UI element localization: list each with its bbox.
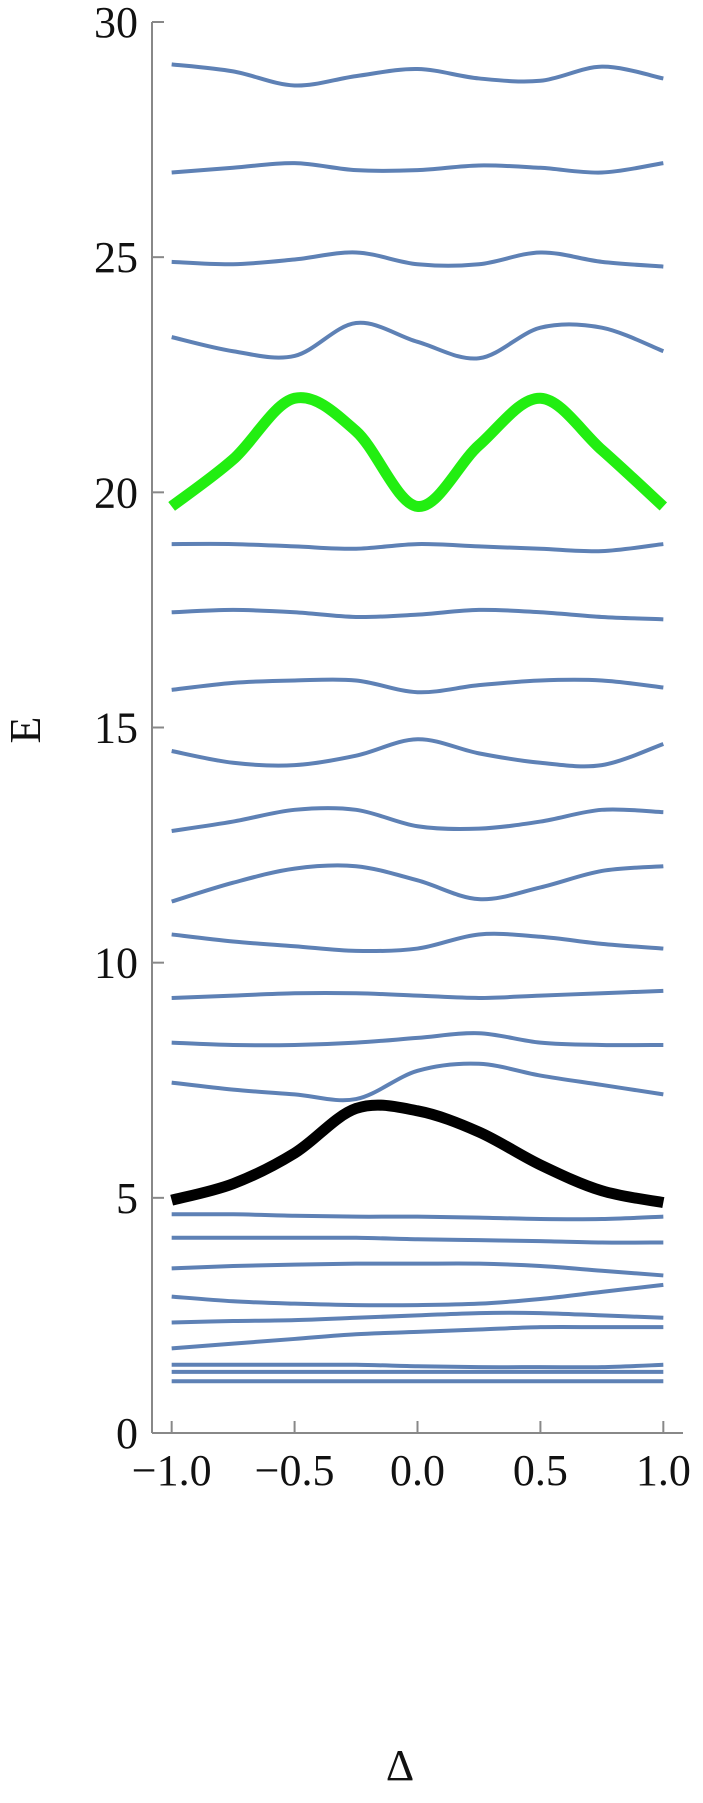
level-line [171, 161, 664, 175]
level-line [171, 1061, 664, 1103]
x-tick-label: −0.5 [255, 1446, 335, 1495]
level-line [171, 1261, 664, 1278]
level-line [171, 931, 664, 954]
level-line [171, 1325, 664, 1351]
level-line [171, 737, 665, 769]
level-line [171, 1212, 664, 1222]
x-tick-label: 0.5 [513, 1446, 568, 1495]
level-line [171, 1310, 664, 1325]
y-axis-label: E [1, 717, 50, 744]
y-tick-label: 5 [116, 1174, 138, 1223]
level-line [171, 1362, 664, 1370]
x-tick-label: 1.0 [636, 1446, 691, 1495]
level-line [171, 62, 664, 88]
level-line [171, 541, 664, 554]
level-line [171, 320, 665, 361]
y-tick-label: 20 [94, 468, 138, 517]
x-axis-label: Δ [386, 1741, 414, 1790]
y-tick-label: 15 [94, 704, 138, 753]
level-line [171, 1282, 664, 1308]
y-tick-label: 10 [94, 939, 138, 988]
x-tick-label: 0.0 [390, 1446, 445, 1495]
level-line [171, 607, 664, 622]
y-tick-label: 30 [94, 0, 138, 47]
level-line [171, 806, 664, 833]
level-line [171, 677, 664, 695]
level-line [171, 1031, 664, 1048]
level-line [170, 1099, 665, 1208]
x-tick-label: −1.0 [132, 1446, 212, 1495]
level-line [171, 863, 664, 904]
level-line [171, 1235, 664, 1245]
level-line [168, 392, 668, 512]
level-line [171, 988, 664, 1000]
y-tick-label: 0 [116, 1409, 138, 1458]
y-tick-label: 25 [94, 233, 138, 282]
level-line [171, 250, 664, 269]
